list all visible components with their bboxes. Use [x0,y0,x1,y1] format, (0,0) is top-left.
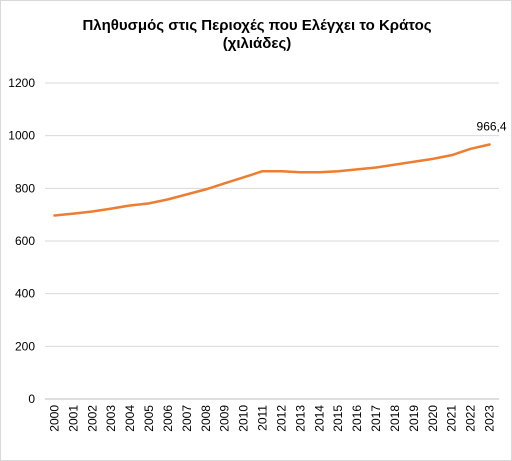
y-tick-label: 800 [15,181,35,195]
x-tick-label: 2019 [407,405,421,432]
y-tick-label: 0 [28,392,35,406]
x-tick-label: 2020 [426,405,440,432]
x-tick-label: 2001 [66,405,80,432]
x-tick-label: 2009 [218,405,232,432]
x-tick-label: 2005 [142,405,156,432]
x-tick-label: 2014 [312,405,326,432]
x-tick-label: 2022 [464,405,478,432]
x-tick-label: 2008 [199,405,213,432]
x-tick-label: 2010 [237,405,251,432]
x-tick-label: 2016 [350,405,364,432]
x-tick-label: 2003 [104,405,118,432]
x-tick-label: 2006 [161,405,175,432]
x-tick-label: 2018 [388,405,402,432]
x-tick-label: 2013 [293,405,307,432]
data-label: 966,4 [477,120,507,134]
y-tick-label: 1000 [8,129,35,143]
x-tick-label: 2007 [180,405,194,432]
chart-title-line-1: Πληθυσμός στις Περιοχές που Ελέγχει το Κ… [82,17,432,34]
x-tick-label: 2004 [123,405,137,432]
x-tick-label: 2015 [331,405,345,432]
series-line-0 [53,143,491,217]
x-tick-label: 2011 [256,405,270,431]
chart-title-line-2: (χιλιάδες) [222,35,292,52]
chart-title: Πληθυσμός στις Περιοχές που Ελέγχει το Κ… [1,17,512,53]
y-tick-label: 200 [15,339,35,353]
y-tick-label: 1200 [8,76,35,90]
y-tick-label: 400 [15,287,35,301]
x-tick-label: 2021 [445,405,459,432]
x-tick-label: 2002 [85,405,99,432]
y-tick-label: 600 [15,234,35,248]
x-tick-label: 2017 [369,405,383,432]
x-tick-label: 2000 [47,405,61,432]
x-tick-label: 2012 [274,405,288,432]
x-tick-label: 2023 [483,405,497,432]
